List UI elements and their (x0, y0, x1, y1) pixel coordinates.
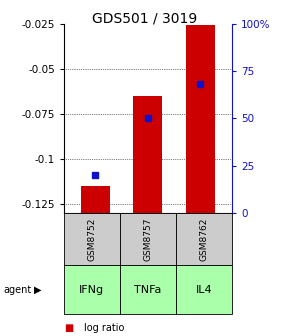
Text: GDS501 / 3019: GDS501 / 3019 (93, 12, 197, 26)
Text: IFNg: IFNg (79, 285, 104, 295)
Bar (81, 186, 110, 213)
Text: IL4: IL4 (196, 285, 212, 295)
Bar (186, 25, 215, 213)
Text: ■: ■ (64, 323, 73, 333)
Text: GSM8757: GSM8757 (143, 218, 153, 261)
Text: GSM8762: GSM8762 (200, 218, 209, 261)
Text: ▶: ▶ (34, 285, 41, 295)
Text: agent: agent (3, 285, 31, 295)
Bar (133, 96, 162, 213)
Text: TNFa: TNFa (134, 285, 162, 295)
Text: GSM8752: GSM8752 (87, 218, 96, 261)
Text: log ratio: log ratio (84, 323, 124, 333)
